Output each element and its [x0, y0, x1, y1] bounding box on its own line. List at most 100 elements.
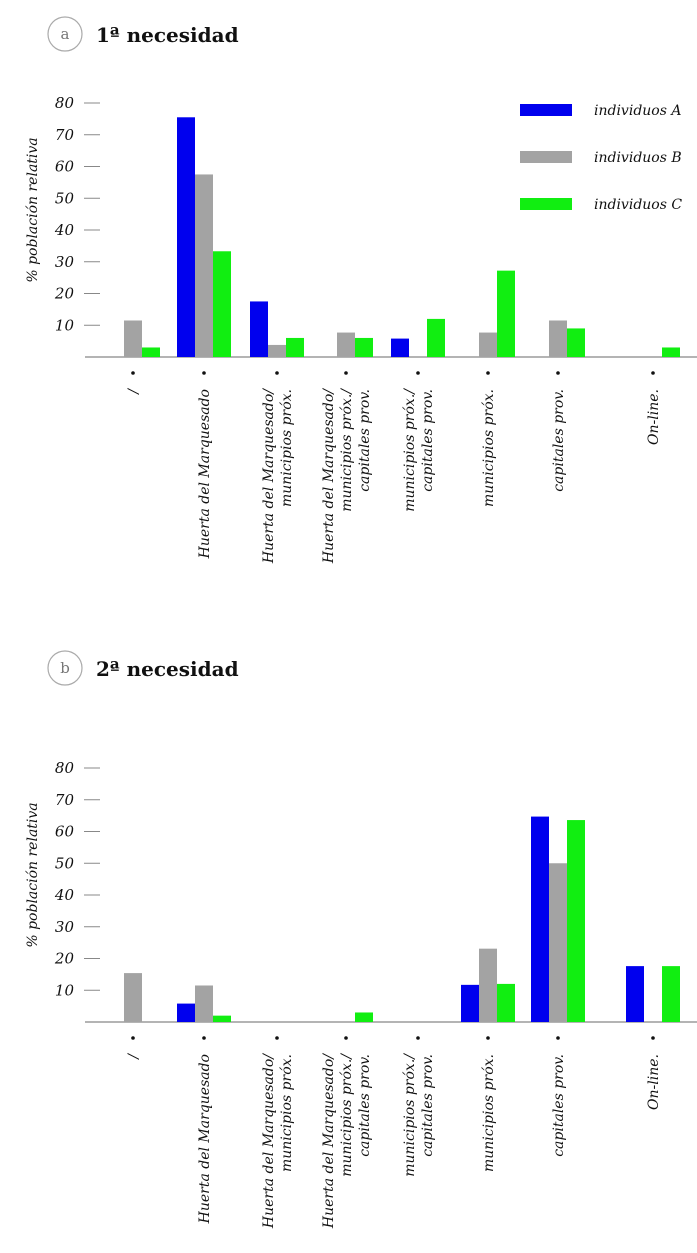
- bar-C-7: [662, 966, 680, 1022]
- category-label-line: municipios próx.: [279, 389, 295, 507]
- y-tick-label: 30: [55, 918, 75, 936]
- category-label-line: capitales prov.: [551, 389, 567, 492]
- category-label: Huerta del Marquesado/municipios próx./c…: [321, 388, 373, 564]
- chart-panel-a: a 1ª necesidad % población relativa 10 20 30 4…: [25, 16, 697, 564]
- bar-C-2: [286, 337, 304, 357]
- y-tick-label: 70: [55, 126, 75, 144]
- category-dot: [651, 371, 655, 375]
- bar-C-6: [567, 820, 585, 1022]
- bar-A-1: [177, 117, 195, 357]
- category-label-line: On-line.: [646, 1054, 662, 1110]
- category-label-line: Huerta del Marquesado/: [321, 388, 337, 564]
- legend-label-C: individuos C: [594, 197, 682, 213]
- bar-B-6: [549, 320, 567, 357]
- category-label-line: Huerta del Marquesado: [197, 1054, 213, 1224]
- bar-B-6: [549, 863, 567, 1022]
- category-dot: [131, 371, 135, 375]
- category-dot: [275, 1036, 279, 1040]
- category-dot: [202, 371, 206, 375]
- bar-A-6: [531, 816, 549, 1022]
- y-tick-label: 50: [55, 189, 75, 207]
- category-dot: [416, 371, 420, 375]
- legend-label-B: individuos B: [594, 150, 682, 166]
- category-dot: [275, 371, 279, 375]
- y-tick-label: 40: [54, 886, 75, 904]
- panel-badge-circle: [47, 16, 83, 52]
- legend-label-A: individuos A: [594, 103, 681, 119]
- category-label-line: /: [126, 388, 142, 396]
- category-label: On-line.: [646, 1054, 662, 1110]
- bar-B-1: [195, 174, 213, 357]
- category-label-line: capitales prov.: [357, 1054, 373, 1157]
- category-label: municipios próx./capitales prov.: [402, 1053, 436, 1177]
- category-label-line: capitales prov.: [420, 389, 436, 492]
- category-label-line: municipios próx.: [481, 389, 497, 507]
- panel-badge-label: b: [60, 659, 70, 677]
- panel-title: 2ª necesidad: [96, 657, 239, 681]
- bar-C-1: [213, 251, 231, 357]
- category-label: Huerta del Marquesado/municipios próx./c…: [321, 1053, 373, 1229]
- y-tick-label: 40: [54, 221, 75, 239]
- category-label-line: On-line.: [646, 389, 662, 445]
- category-label: capitales prov.: [551, 389, 567, 492]
- category-label-line: Huerta del Marquesado: [197, 389, 213, 559]
- category-dot: [486, 371, 490, 375]
- bar-C-6: [567, 328, 585, 357]
- y-tick-label: 60: [55, 823, 75, 841]
- category-dot: [651, 1036, 655, 1040]
- category-label: municipios próx.: [481, 1054, 497, 1172]
- legend-swatch-A: [520, 104, 572, 116]
- category-label-line: municipios próx./: [339, 388, 355, 512]
- bar-B-0: [124, 320, 142, 357]
- category-label: municipios próx.: [481, 389, 497, 507]
- panel-title: 1ª necesidad: [96, 23, 239, 47]
- category-label: Huerta del Marquesado/municipios próx.: [261, 1053, 295, 1229]
- category-label: Huerta del Marquesado/municipios próx.: [261, 388, 295, 564]
- category-label-line: municipios próx./: [402, 388, 418, 512]
- category-label-line: capitales prov.: [357, 389, 373, 492]
- bar-A-4: [391, 338, 409, 357]
- y-tick-label: 30: [55, 253, 75, 271]
- category-label-line: Huerta del Marquesado/: [321, 1053, 337, 1229]
- bar-A-7: [626, 966, 644, 1022]
- category-label-line: Huerta del Marquesado/: [261, 388, 277, 564]
- bar-C-7: [662, 347, 680, 357]
- bar-B-1: [195, 985, 213, 1022]
- category-dot: [344, 371, 348, 375]
- category-label: municipios próx./capitales prov.: [402, 388, 436, 512]
- category-label-line: municipios próx.: [481, 1054, 497, 1172]
- bar-C-4: [427, 318, 445, 357]
- category-label: On-line.: [646, 389, 662, 445]
- panel-badge-label: a: [61, 25, 70, 43]
- y-axis-label: % población relativa: [25, 137, 41, 282]
- bar-B-0: [124, 973, 142, 1022]
- category-dot: [486, 1036, 490, 1040]
- category-label-line: capitales prov.: [551, 1054, 567, 1157]
- bar-C-0: [142, 347, 160, 357]
- legend-swatch-C: [520, 198, 572, 210]
- category-dot: [556, 371, 560, 375]
- y-axis-label: % población relativa: [25, 802, 41, 947]
- category-dot: [416, 1036, 420, 1040]
- y-tick-label: 60: [55, 158, 75, 176]
- category-label: Huerta del Marquesado: [197, 1054, 213, 1224]
- category-label-line: Huerta del Marquesado/: [261, 1053, 277, 1229]
- category-label-line: capitales prov.: [420, 1054, 436, 1157]
- category-label: Huerta del Marquesado: [197, 389, 213, 559]
- bar-B-3: [337, 332, 355, 357]
- y-tick-label: 70: [55, 791, 75, 809]
- category-label: /: [126, 1053, 142, 1061]
- y-tick-label: 80: [55, 759, 75, 777]
- category-label-line: municipios próx.: [279, 1054, 295, 1172]
- category-label-line: municipios próx./: [339, 1053, 355, 1177]
- category-dot: [556, 1036, 560, 1040]
- bar-A-5: [461, 984, 479, 1022]
- category-dot: [202, 1036, 206, 1040]
- y-tick-label: 20: [54, 285, 75, 303]
- bar-C-5: [497, 983, 515, 1022]
- bar-C-3: [355, 1012, 373, 1022]
- legend-swatch-B: [520, 151, 572, 163]
- panel-badge-circle: [47, 650, 83, 686]
- category-label-line: /: [126, 1053, 142, 1061]
